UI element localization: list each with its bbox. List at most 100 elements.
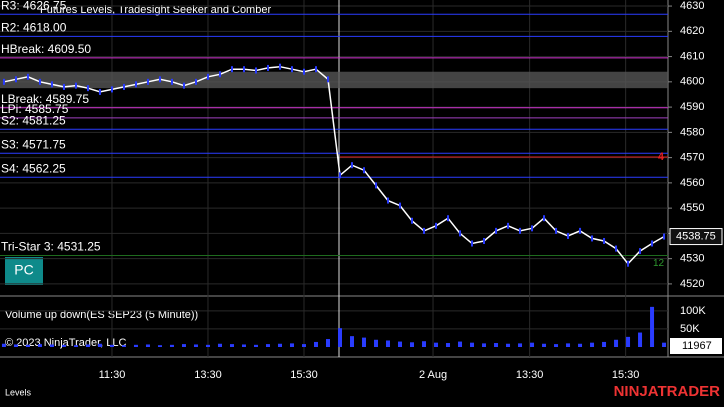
price-tick: [351, 162, 354, 169]
pc-button[interactable]: [5, 257, 43, 285]
x-tick-label: 15:30: [290, 369, 318, 381]
x-tick-label: 11:30: [99, 369, 126, 381]
price-tick: [615, 245, 618, 252]
y-tick-label: 4590: [680, 101, 704, 113]
volume-bar: [205, 344, 210, 347]
tri-star-count: 12: [653, 258, 665, 269]
x-tick-label: 15:30: [612, 369, 640, 381]
price-tick: [26, 73, 29, 80]
volume-bar: [434, 342, 439, 347]
x-tick-label: 13:30: [516, 369, 544, 381]
volume-title: Volume up down(ES SEP23 (5 Minute)): [5, 309, 198, 321]
volume-bar: [121, 345, 126, 347]
price-tick: [483, 237, 486, 244]
volume-bar: [157, 345, 162, 347]
level-label: R3: 4626.75: [1, 0, 67, 12]
price-tick: [399, 202, 402, 209]
price-tick: [254, 67, 257, 74]
price-tick: [182, 82, 185, 89]
price-tick: [543, 215, 546, 222]
price-tick: [38, 78, 41, 85]
volume-bar: [410, 342, 415, 347]
volume-bar: [169, 344, 174, 347]
price-tick: [663, 233, 666, 240]
volume-bar: [422, 341, 427, 347]
price-tick: [495, 227, 498, 234]
price-tick: [194, 78, 197, 85]
price-tick: [579, 227, 582, 234]
price-tick: [339, 172, 342, 179]
chart-title: Futures Levels, Tradesight Seeker and Co…: [40, 4, 271, 16]
volume-bar: [374, 339, 379, 347]
level-label: LPi: 4585.75: [1, 102, 69, 116]
volume-bar: [13, 344, 18, 347]
price-tick: [266, 64, 269, 71]
volume-bar: [97, 343, 102, 347]
price-tick: [134, 81, 137, 88]
volume-bar: [301, 344, 306, 347]
price-tick: [302, 68, 305, 75]
price-tick: [14, 76, 17, 83]
volume-bar: [325, 339, 330, 347]
price-tick: [62, 83, 65, 90]
level-label: Tri-Star 3: 4531.25: [1, 240, 101, 254]
last-price-box: [669, 228, 723, 246]
price-tick: [74, 82, 77, 89]
volume-bar: [638, 332, 643, 347]
price-tick: [519, 227, 522, 234]
price-tick: [363, 167, 366, 174]
price-tick: [158, 76, 161, 83]
price-tick: [435, 222, 438, 229]
volume-bar: [313, 341, 318, 347]
volume-bar: [193, 344, 198, 347]
volume-bar: [614, 339, 619, 347]
y-tick-label: 4520: [680, 278, 704, 290]
y-tick-label: 4630: [680, 0, 704, 12]
price-tick: [230, 66, 233, 73]
y-tick-label: 4560: [680, 177, 704, 189]
price-tick: [326, 76, 329, 83]
last-price-label: 4538.75: [676, 230, 716, 242]
level-label: LBreak: 4589.75: [1, 92, 89, 106]
volume-bar: [506, 343, 511, 347]
price-tick: [314, 66, 317, 73]
price-tick: [50, 81, 53, 88]
last-volume-label: 11967: [682, 340, 712, 352]
volume-bar: [73, 345, 78, 347]
volume-bar: [181, 344, 186, 347]
price-tick: [206, 73, 209, 80]
volume-bar: [470, 342, 475, 347]
level-label: S2: 4581.25: [1, 113, 66, 127]
price-tick: [242, 66, 245, 73]
price-tick: [423, 227, 426, 234]
volume-bar: [482, 343, 487, 347]
price-tick: [639, 248, 642, 255]
volume-bar: [554, 344, 559, 347]
price-tick: [375, 182, 378, 189]
price-tick: [146, 78, 149, 85]
volume-bar: [133, 344, 138, 347]
price-tick: [507, 222, 510, 229]
volume-bar: [494, 343, 499, 347]
volume-bar: [662, 342, 667, 347]
level-label: S4: 4562.25: [1, 161, 66, 175]
price-tick: [459, 230, 462, 237]
pc-button-label[interactable]: PC: [14, 262, 33, 278]
volume-bar: [1, 343, 6, 347]
price-line: [3, 65, 665, 265]
price-tick: [218, 71, 221, 78]
volume-bar: [241, 344, 246, 347]
volume-bar: [566, 343, 571, 347]
volume-bar: [61, 344, 66, 347]
volume-bar: [109, 344, 114, 347]
volume-bar: [590, 342, 595, 347]
price-tick: [411, 217, 414, 224]
level-label: S3: 4571.75: [1, 137, 66, 151]
price-tick: [651, 240, 654, 247]
volume-bar: [49, 344, 54, 347]
level-label: R2: 4618.00: [1, 21, 67, 35]
x-tick-label: 2 Aug: [419, 369, 447, 381]
price-tick: [471, 240, 474, 247]
footer: Levels: [5, 387, 32, 397]
volume-bar: [289, 343, 294, 347]
